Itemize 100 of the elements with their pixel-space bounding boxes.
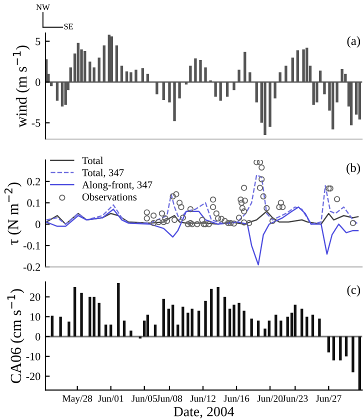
bar — [88, 62, 92, 82]
bar — [284, 66, 288, 82]
x-tick-label: Jun/27 — [316, 395, 342, 402]
text: SE — [64, 24, 74, 30]
bar — [214, 82, 217, 97]
bar — [358, 82, 362, 120]
bar — [318, 70, 322, 82]
bar — [60, 82, 64, 106]
bar — [219, 82, 222, 101]
bar — [216, 286, 220, 337]
annotation: (c) — [347, 285, 360, 297]
x-tick-label: Jun/08 — [156, 395, 182, 402]
bar — [130, 330, 132, 337]
bar — [232, 82, 236, 90]
legend-label: Total — [82, 156, 104, 164]
bar — [344, 336, 348, 356]
bar — [286, 316, 289, 337]
bar — [311, 314, 314, 337]
bar — [318, 318, 321, 337]
line-series — [46, 206, 359, 266]
legend-label: Total, 347 — [82, 168, 124, 178]
bar — [154, 324, 157, 337]
text: NW — [36, 4, 50, 10]
bar — [68, 322, 70, 337]
bar — [274, 314, 278, 337]
x-tick-label: Jun/05 — [132, 395, 157, 402]
bar — [250, 318, 253, 337]
bar — [268, 320, 271, 337]
bar — [210, 288, 213, 337]
y-tick-label: -20 — [26, 372, 40, 380]
y-axis-title: CA06 (cm s$^{−1}$) — [7, 289, 24, 384]
y-axis-title: wind (m s$^{−1}$) — [12, 46, 30, 128]
bar — [352, 336, 354, 372]
bar — [186, 312, 190, 337]
bar — [88, 296, 92, 337]
bar — [204, 67, 207, 82]
bar — [176, 324, 180, 337]
bar — [350, 82, 353, 126]
bar — [306, 48, 308, 82]
bar — [340, 68, 344, 82]
y-tick-label: 20 — [30, 293, 40, 301]
bar — [244, 52, 246, 82]
bar — [189, 66, 192, 82]
bar — [125, 71, 128, 82]
y-axis-title: τ (N m$^{−2}$) — [4, 182, 22, 245]
bar — [59, 316, 62, 337]
y-tick-label: 0 — [36, 333, 40, 340]
bar — [162, 298, 165, 337]
y-tick-label: 10 — [30, 313, 40, 321]
bar — [146, 74, 150, 82]
bar — [256, 320, 260, 337]
bar — [167, 308, 170, 337]
bar — [92, 67, 96, 82]
bar — [173, 82, 176, 122]
bar — [223, 296, 226, 337]
y-tick-label: -10 — [26, 352, 40, 360]
bar — [50, 316, 54, 337]
bar — [182, 306, 184, 337]
bar — [248, 72, 252, 82]
bar — [300, 308, 304, 337]
legend-label: Observations — [82, 193, 137, 201]
x-tick-label: Jun/12 — [190, 395, 216, 402]
y-tick-label: 0.2 — [27, 178, 40, 186]
y-tick-label: -0.2 — [23, 263, 40, 271]
x-tick-label: Jun/20 — [257, 395, 283, 402]
bar — [117, 282, 120, 337]
y-tick-label: 5 — [36, 38, 40, 46]
annotation: (a) — [347, 36, 360, 48]
y-tick-label: 0 — [36, 78, 40, 86]
bar — [104, 324, 108, 337]
bar — [316, 82, 318, 102]
bar — [73, 286, 76, 337]
bar — [268, 82, 272, 127]
bar — [238, 302, 240, 337]
y-tick-label: -5 — [32, 119, 40, 127]
bar — [56, 82, 59, 101]
bar — [98, 58, 100, 82]
annotation: (b) — [346, 163, 360, 175]
bar — [327, 336, 330, 352]
line-series — [46, 210, 359, 225]
x-tick-label: May/28 — [62, 395, 92, 404]
bar — [134, 70, 138, 82]
bar — [306, 316, 308, 337]
bar — [228, 308, 232, 337]
x-tick-label: Jun/23 — [282, 395, 308, 402]
bar — [120, 66, 124, 82]
bar — [296, 50, 300, 82]
bar — [242, 310, 246, 337]
bar — [115, 45, 118, 82]
bar — [168, 82, 171, 102]
y-tick-label: 0 — [36, 220, 40, 228]
bar — [98, 302, 100, 337]
bar — [80, 292, 83, 337]
bar — [190, 308, 194, 337]
bar — [156, 82, 158, 94]
bar — [238, 70, 240, 82]
bar — [226, 82, 229, 97]
y-tick-label: 0.1 — [27, 199, 40, 207]
bar — [130, 72, 132, 82]
bar — [92, 296, 96, 337]
